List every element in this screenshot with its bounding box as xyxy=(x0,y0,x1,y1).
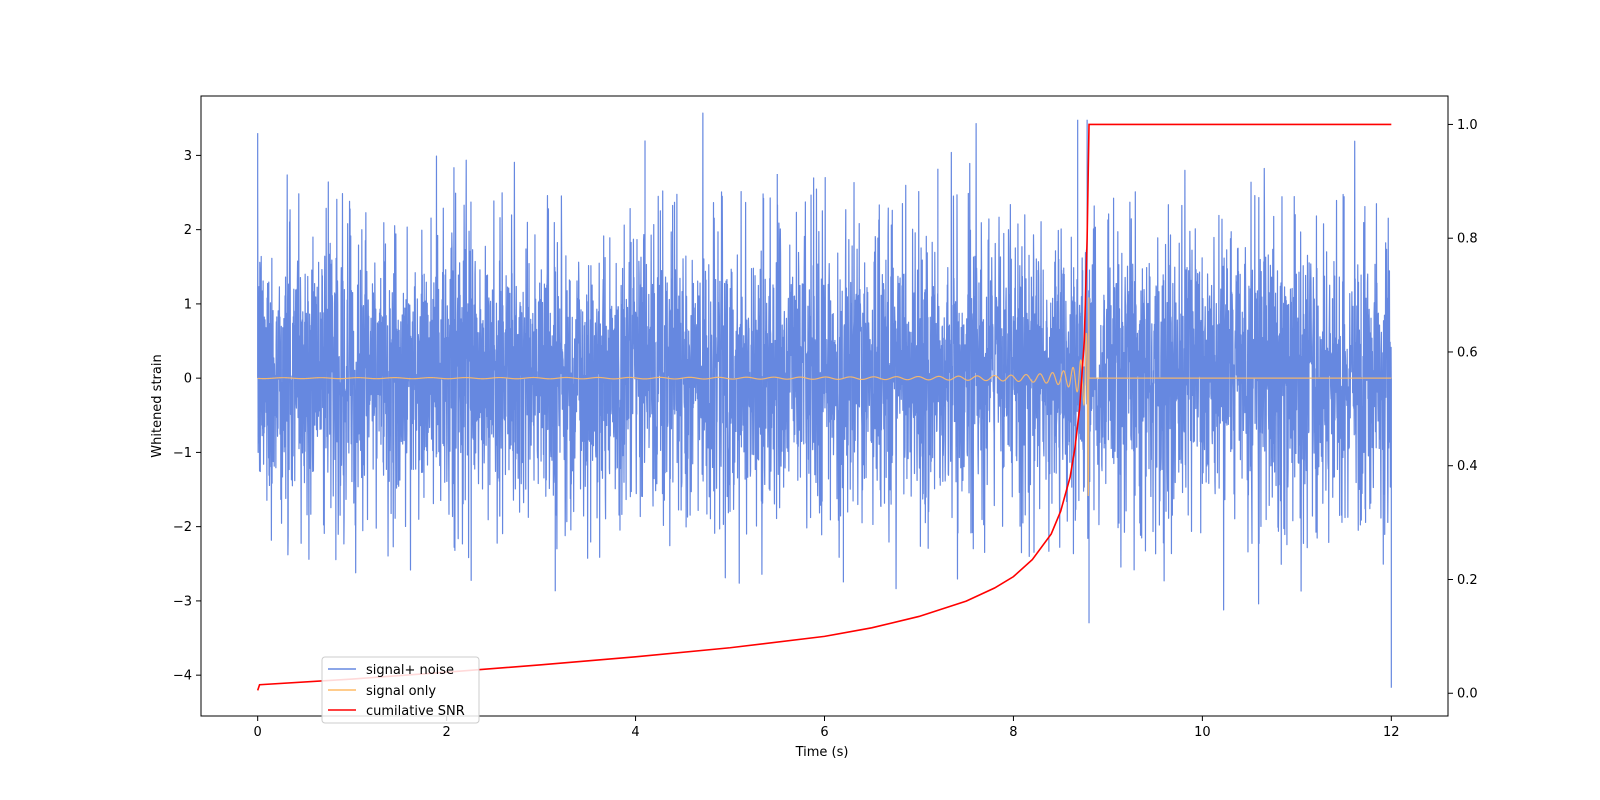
series-signal-only-line xyxy=(257,297,1392,497)
x-tick-label: 10 xyxy=(1194,725,1211,740)
y-tick-label: 2 xyxy=(184,223,192,238)
y-right-tick-label: 0.0 xyxy=(1457,687,1478,702)
y-tick-label: 0 xyxy=(184,372,192,387)
x-tick-label: 8 xyxy=(1009,725,1017,740)
y-right-tick-label: 0.4 xyxy=(1457,459,1478,474)
y-right-tick-label: 1.0 xyxy=(1457,118,1478,133)
legend-label-signal-plus-noise: signal+ noise xyxy=(366,663,454,678)
x-tick-label: 0 xyxy=(254,725,262,740)
y-axis-left-ticks: −4 −3 −2 −1 0 1 2 3 xyxy=(173,149,201,684)
y-tick-label: 3 xyxy=(184,149,192,164)
plot-area xyxy=(256,112,1392,691)
y-tick-label: 1 xyxy=(184,297,192,312)
legend-label-signal-only: signal only xyxy=(366,684,436,699)
y-tick-label: −2 xyxy=(173,520,192,535)
series-cumulative-snr-line xyxy=(256,123,1392,691)
y-tick-label: −4 xyxy=(173,669,192,684)
x-tick-label: 2 xyxy=(442,725,450,740)
y-tick-label: −1 xyxy=(173,446,192,461)
y-axis-right-ticks: 0.0 0.2 0.4 0.6 0.8 1.0 xyxy=(1448,118,1478,702)
y-right-tick-label: 0.8 xyxy=(1457,232,1478,247)
legend: signal+ noise signal only cumilative SNR xyxy=(321,656,480,724)
x-tick-label: 4 xyxy=(631,725,639,740)
legend-label-cumulative-snr: cumilative SNR xyxy=(366,704,465,719)
y-axis-label: Whitened strain xyxy=(150,354,165,457)
x-tick-label: 6 xyxy=(820,725,828,740)
y-tick-label: −3 xyxy=(173,594,192,609)
y-right-tick-label: 0.6 xyxy=(1457,345,1478,360)
legend-box xyxy=(321,656,480,724)
y-right-tick-label: 0.2 xyxy=(1457,573,1478,588)
x-tick-label: 12 xyxy=(1383,725,1400,740)
x-axis-label: Time (s) xyxy=(795,745,849,760)
